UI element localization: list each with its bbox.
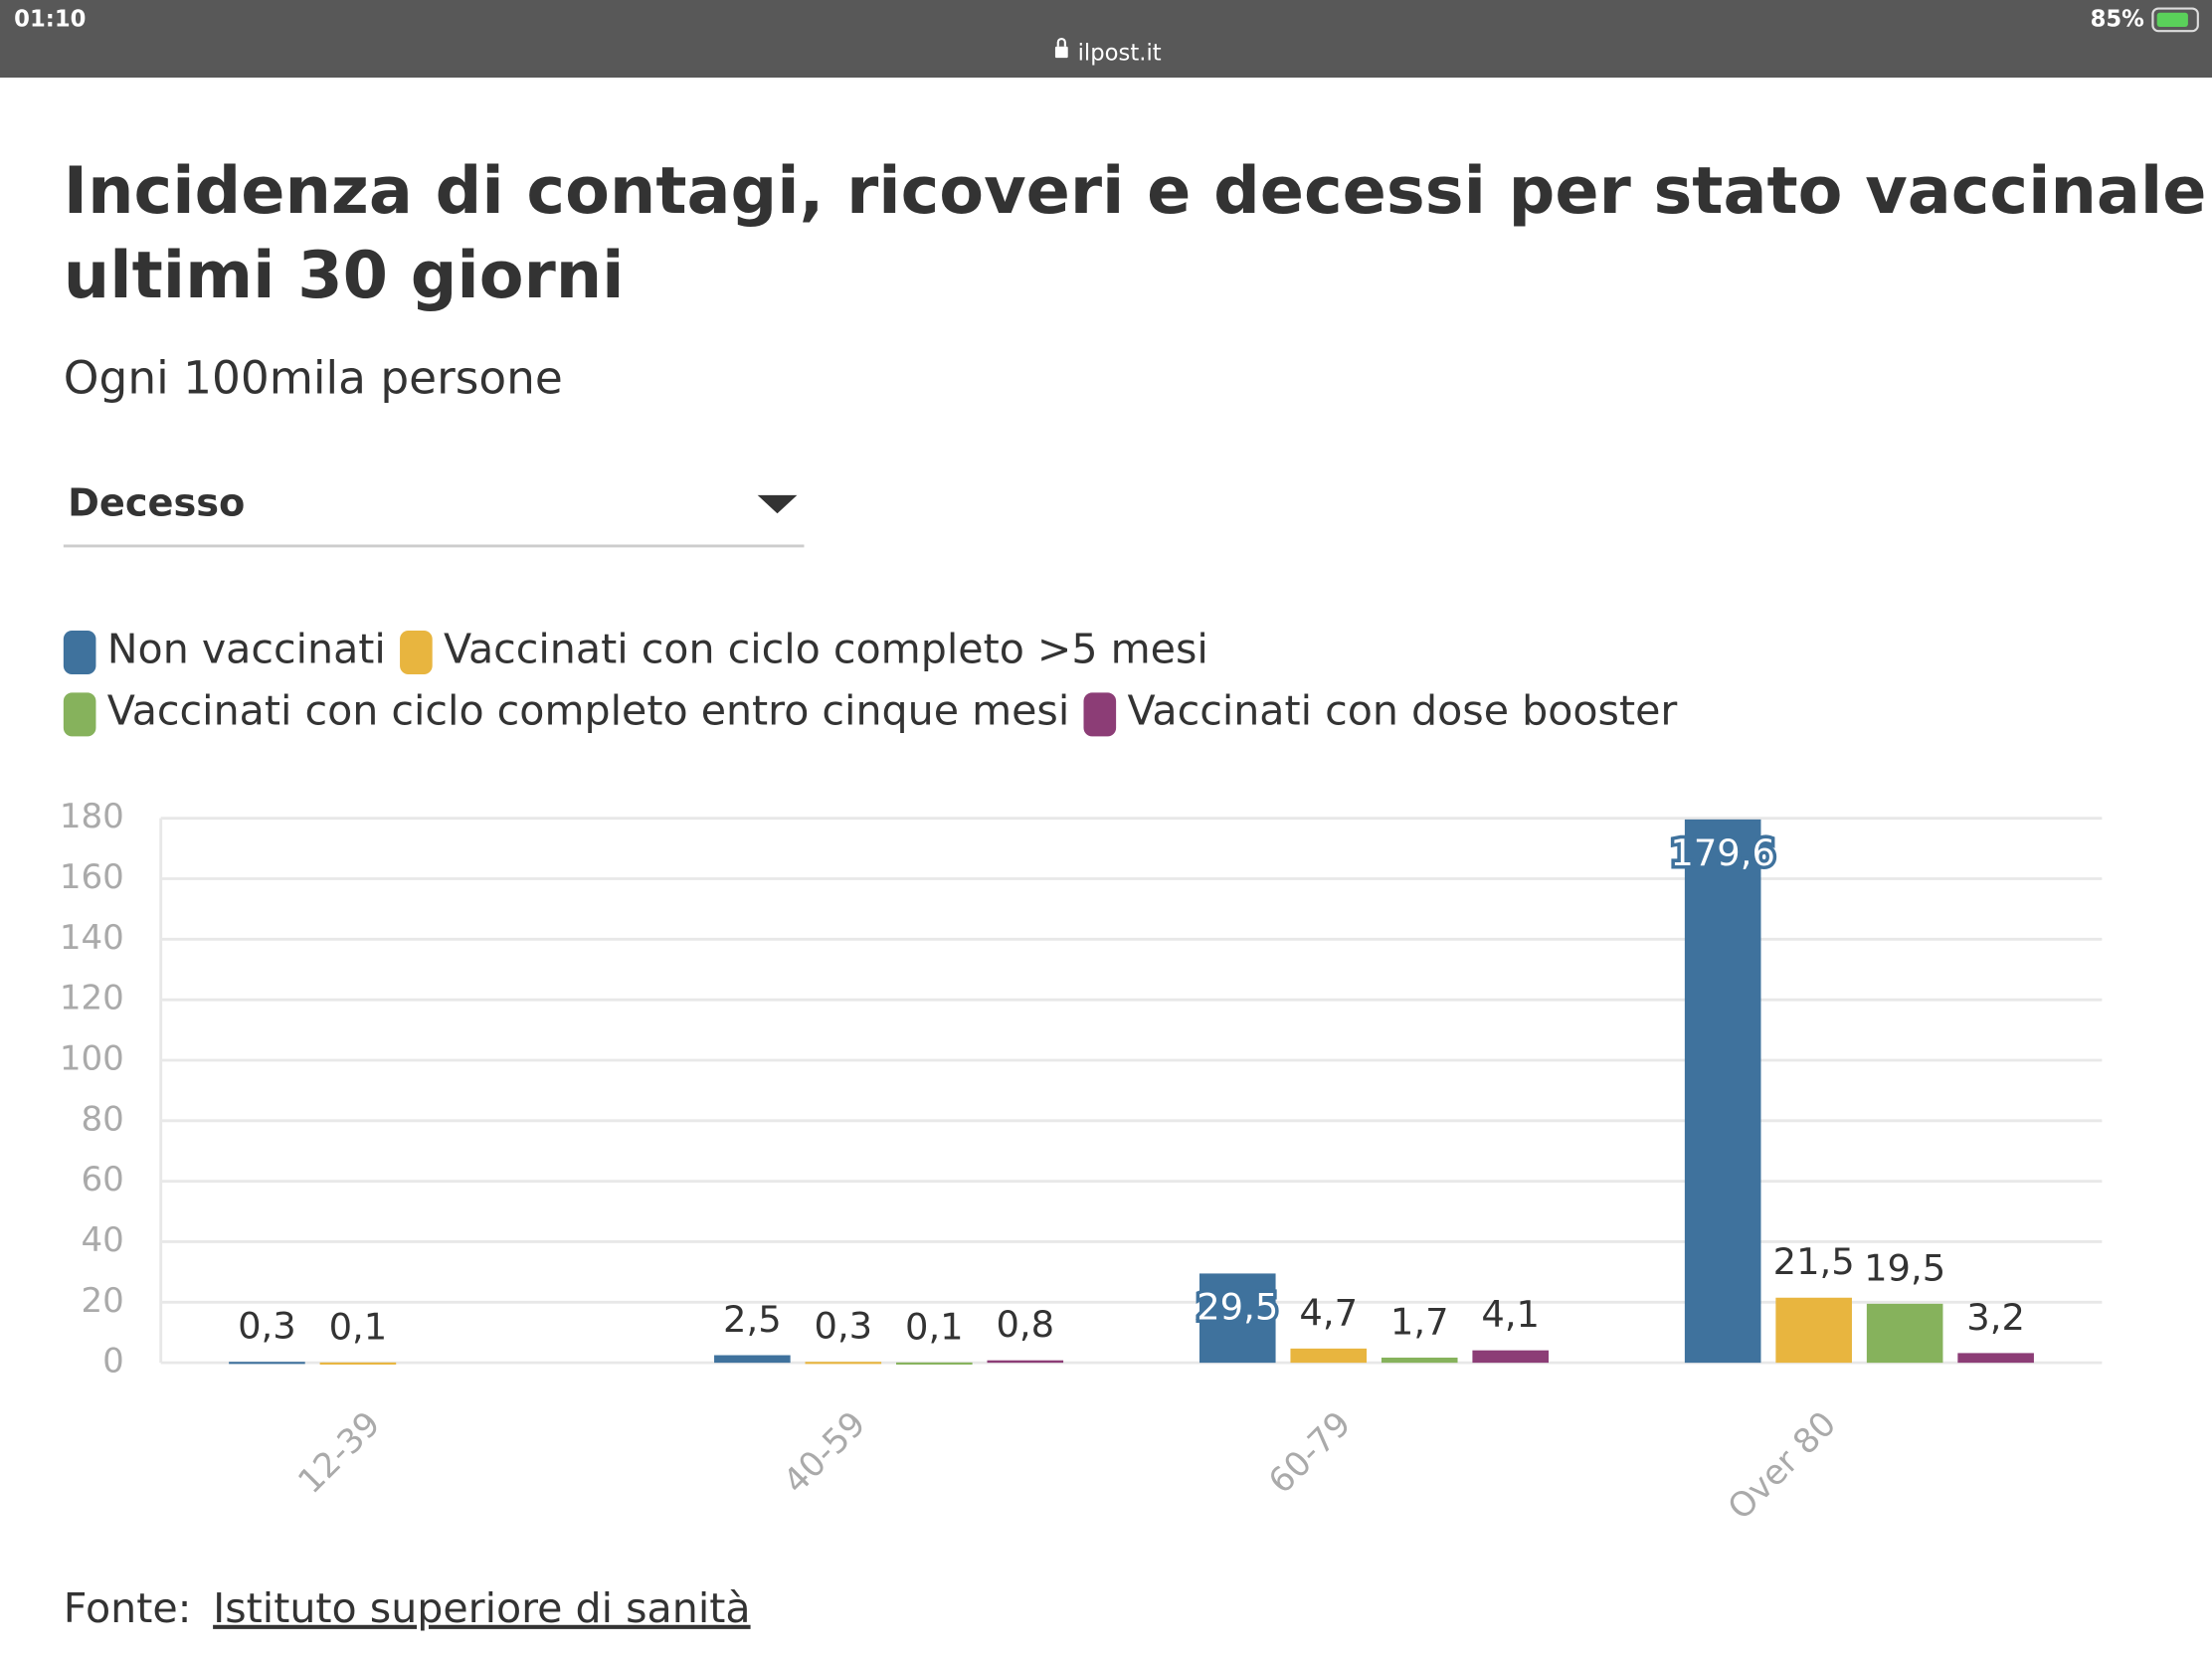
value-label: 2,5 [723, 1298, 782, 1341]
lock-shackle [1056, 37, 1066, 47]
y-tick-label: 80 [82, 1099, 124, 1139]
dropdown-value[interactable]: Decesso [68, 480, 245, 525]
value-label: 0,1 [329, 1305, 388, 1348]
y-tick-label: 0 [102, 1342, 124, 1382]
url: ilpost.it [1078, 40, 1162, 66]
y-tick-label: 40 [82, 1220, 124, 1260]
battery-level: 85% [2091, 6, 2145, 32]
value-label: 179,6 [1670, 831, 1775, 874]
bar [1866, 1303, 1943, 1364]
battery-icon [2151, 7, 2199, 33]
x-tick-label: 60-79 [1261, 1404, 1359, 1502]
bar [714, 1355, 791, 1364]
value-label: 0,8 [996, 1303, 1054, 1346]
legend-label: Non vaccinati [107, 625, 386, 672]
x-tick-label: Over 80 [1721, 1404, 1844, 1528]
bar [987, 1360, 1064, 1364]
bar [1684, 819, 1761, 1364]
y-tick-label: 20 [82, 1281, 124, 1321]
status-bar [0, 0, 2212, 79]
chart-subtitle: Ogni 100mila persone [64, 351, 563, 404]
bar [896, 1362, 973, 1365]
dropdown-arrow[interactable] [757, 494, 798, 514]
y-tick-label: 140 [60, 918, 124, 958]
bar [1472, 1350, 1550, 1364]
value-label: 21,5 [1773, 1240, 1855, 1283]
legend-label: Vaccinati con ciclo completo entro cinqu… [107, 687, 1070, 735]
plot: 0 20 40 60 80 100 120 140 160 180 12-39 0,3 0,1 40-59… [60, 797, 2103, 1528]
y-tick-label: 160 [60, 857, 124, 897]
y-tick-label: 120 [60, 979, 124, 1018]
source-link[interactable]: Istituto superiore di sanità [213, 1584, 750, 1632]
time: 01:10 [14, 6, 86, 32]
chart-title: Incidenza di contagi, ricoveri e decessi… [64, 153, 2212, 229]
value-label: 3,2 [1966, 1296, 2025, 1339]
bar [1198, 1273, 1276, 1364]
bar [1381, 1357, 1458, 1364]
value-label: 29,5 [1197, 1285, 1278, 1328]
bar [229, 1362, 305, 1365]
bar [805, 1362, 882, 1365]
source: Fonte: Istituto superiore di sanità [64, 1584, 751, 1632]
value-label: 0,3 [238, 1305, 296, 1348]
dropdown[interactable]: Decesso [63, 480, 805, 548]
battery-fill [2156, 12, 2188, 27]
legend-label: Vaccinati con ciclo completo >5 mesi [444, 625, 1208, 672]
legend-swatch [63, 631, 96, 674]
value-label: 1,7 [1390, 1300, 1449, 1343]
legend-swatch [1083, 692, 1117, 737]
value-label: 0,1 [905, 1305, 964, 1348]
value-label: 4,1 [1481, 1293, 1540, 1336]
y-tick-label: 100 [60, 1038, 124, 1078]
value-label: 19,5 [1864, 1246, 1945, 1289]
legend-label: Vaccinati con dose booster [1127, 687, 1677, 735]
bar [1957, 1353, 2034, 1364]
legend-swatch [63, 692, 96, 737]
legend: Non vaccinati Vaccinati con ciclo complet… [63, 625, 1677, 737]
chart-title: ultimi 30 giorni [64, 238, 625, 313]
bar [1290, 1348, 1368, 1364]
legend-swatch [400, 631, 433, 674]
source-prefix: Fonte: [64, 1584, 192, 1632]
y-tick-label: 60 [82, 1160, 124, 1199]
bar [319, 1362, 397, 1365]
lock-icon [1054, 46, 1068, 59]
bar [1775, 1297, 1852, 1364]
value-label: 0,3 [815, 1305, 873, 1348]
x-tick-label: 12-39 [290, 1404, 388, 1502]
y-tick-label: 180 [60, 797, 124, 836]
x-tick-label: 40-59 [776, 1404, 873, 1502]
value-label: 4,7 [1299, 1291, 1358, 1334]
